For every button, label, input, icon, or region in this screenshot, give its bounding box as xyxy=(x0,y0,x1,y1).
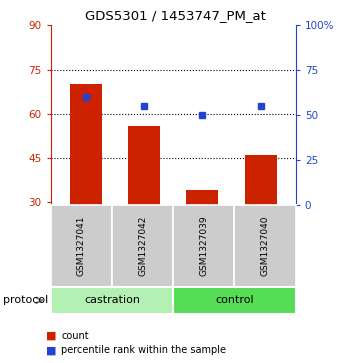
Text: castration: castration xyxy=(84,295,140,305)
Text: protocol: protocol xyxy=(4,295,49,305)
Bar xyxy=(186,190,218,205)
Bar xyxy=(128,126,160,205)
Text: ■: ■ xyxy=(46,331,56,341)
Text: GSM1327042: GSM1327042 xyxy=(138,216,147,276)
Text: GSM1327039: GSM1327039 xyxy=(199,216,208,276)
Bar xyxy=(245,155,277,205)
Text: count: count xyxy=(61,331,89,341)
Text: GSM1327041: GSM1327041 xyxy=(77,216,86,276)
Text: GDS5301 / 1453747_PM_at: GDS5301 / 1453747_PM_at xyxy=(85,9,265,22)
Text: GSM1327040: GSM1327040 xyxy=(261,216,270,276)
Text: percentile rank within the sample: percentile rank within the sample xyxy=(61,345,226,355)
Text: ■: ■ xyxy=(46,345,56,355)
Text: control: control xyxy=(215,295,254,305)
Bar xyxy=(70,84,102,205)
